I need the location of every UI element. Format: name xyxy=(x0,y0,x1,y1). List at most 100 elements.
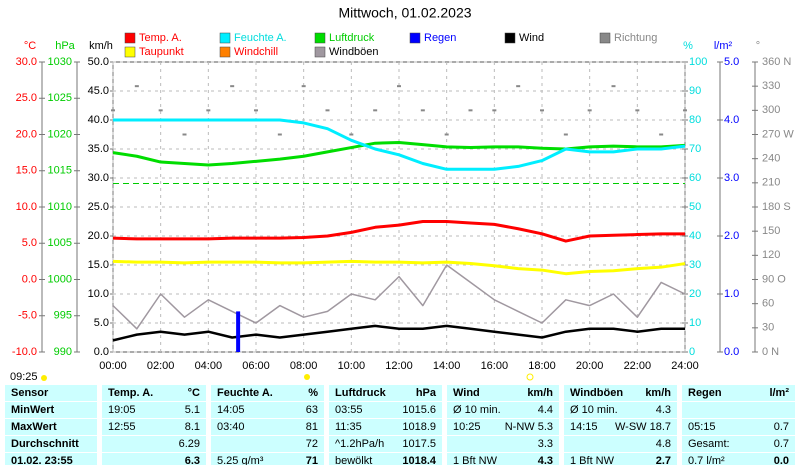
table-cell: 14:05 63 xyxy=(211,402,324,418)
direction-point xyxy=(111,109,115,112)
cell-text: Regen xyxy=(688,387,722,399)
direction-point xyxy=(420,109,425,112)
y-tick-label: 5.0 xyxy=(94,317,109,329)
direction-point xyxy=(492,109,497,112)
direction-point xyxy=(563,133,568,136)
x-tick-label: 24:00 xyxy=(671,360,699,372)
y-tick-label: 0.0 xyxy=(724,346,739,358)
y-tick-label: 0.0 xyxy=(94,346,109,358)
direction-point xyxy=(182,133,187,136)
cell-text: 03:55 xyxy=(335,404,363,416)
table-cell: Sensor xyxy=(5,385,97,401)
y-tick-label: -5.0 xyxy=(18,310,37,322)
y-tick-label: 0.0 xyxy=(22,273,37,285)
y-tick-label: 60 xyxy=(689,172,701,184)
x-tick-label: 14:00 xyxy=(433,360,461,372)
direction-point xyxy=(468,109,473,112)
y-tick-label: 360 N xyxy=(762,56,791,68)
direction-point xyxy=(254,109,258,112)
cell-text: 10:25 xyxy=(453,421,481,433)
chart: Mittwoch, 01.02.2023 09:25 °C 30.0 25.0 20.… xyxy=(10,5,794,383)
legend-label: Taupunkt xyxy=(139,46,184,58)
direction-point xyxy=(444,133,449,136)
cell-text: 0.7 xyxy=(773,421,789,433)
table-cell: 01.02. 23:55 xyxy=(5,453,97,465)
table-cell: 72 xyxy=(211,436,324,452)
series-line xyxy=(112,324,685,342)
table-cell: 5.25 g/m³ 71 xyxy=(211,453,324,465)
y-tick-label: 5.0 xyxy=(22,237,37,249)
table-cell: Wind km/h xyxy=(447,385,559,401)
cell-text: 6.29 xyxy=(178,438,200,450)
table-cell xyxy=(682,402,795,418)
y-tick-label: 90 xyxy=(689,85,701,97)
direction-point xyxy=(349,133,354,136)
y-tick-label: 0 N xyxy=(762,346,779,358)
cell-text: Wind xyxy=(453,387,480,399)
x-tick-label: 04:00 xyxy=(195,360,223,372)
table-cell: ^1.2hPa/h 1017.5 xyxy=(329,436,442,452)
direction-point xyxy=(134,85,139,88)
cell-text: 11:35 xyxy=(335,421,362,433)
y-tick-label: 20.0 xyxy=(16,128,37,140)
y-tick-label: 1005 xyxy=(48,237,72,249)
legend-swatch xyxy=(219,32,231,44)
axis-title: l/m² xyxy=(714,40,733,52)
table-cell: 05:15 0.7 xyxy=(682,419,795,435)
legend-swatch xyxy=(219,46,231,58)
cell-text: W-SW 18.7 xyxy=(614,421,671,433)
x-tick-label: 16:00 xyxy=(481,360,509,372)
table-cell: 12:55 8.1 xyxy=(102,419,206,435)
table-cell: 03:55 1015.6 xyxy=(329,402,442,418)
cell-text: 4.4 xyxy=(537,404,553,416)
table-cell: Temp. A. °C xyxy=(102,385,206,401)
table-cell: Luftdruck hPa xyxy=(329,385,442,401)
table-cell: 03:40 81 xyxy=(211,419,324,435)
direction-point xyxy=(516,85,521,88)
y-tick-label: 330 xyxy=(762,80,780,92)
y-tick-label: 30 xyxy=(689,259,701,271)
y-tick-label: -10.0 xyxy=(12,346,37,358)
y-tick-label: 4.0 xyxy=(724,114,739,126)
table-cell: 14:15 W-SW 18.7 xyxy=(564,419,677,435)
cell-text: 01.02. 23:55 xyxy=(11,455,73,465)
stats-table: Sensor Temp. A. °C Feuchte A.% Luftdruck hPa W… xyxy=(0,385,810,465)
y-tick-label: 1030 xyxy=(48,56,72,68)
cell-text: 4.8 xyxy=(655,438,671,450)
cell-text: Feuchte A. xyxy=(217,387,273,399)
y-tick-label: 45.0 xyxy=(88,85,109,97)
cell-text: 8.1 xyxy=(184,421,200,433)
y-tick-label: 70 xyxy=(689,143,701,155)
cell-text: 63 xyxy=(305,404,318,416)
y-tick-label: 3.0 xyxy=(724,172,739,184)
table-cell: Gesamt: 0.7 xyxy=(682,436,795,452)
cell-text: 0.7 l/m² xyxy=(688,455,725,465)
y-tick-label: 60 xyxy=(762,298,774,310)
axis-title: ° xyxy=(756,40,760,52)
cell-text: 5.25 g/m³ xyxy=(217,455,264,465)
legend-label: Regen xyxy=(424,32,456,44)
cell-text: Durchschnitt xyxy=(11,438,79,450)
cell-text: Windböen xyxy=(570,387,624,399)
legend-label: Richtung xyxy=(614,32,657,44)
table-row: MaxWert 12:55 8.1 03:40 81 11:35 1018.9 10:25 N-… xyxy=(0,419,810,435)
cell-text: °C xyxy=(187,387,200,399)
sun-icon xyxy=(41,375,47,381)
direction-point xyxy=(635,109,640,112)
direction-point xyxy=(230,85,235,88)
y-tick-label: 1.0 xyxy=(724,288,739,300)
y-tick-label: 5.0 xyxy=(724,56,739,68)
direction-point xyxy=(301,85,306,88)
cell-text: 03:40 xyxy=(217,421,245,433)
table-cell: 6.29 xyxy=(102,436,206,452)
cell-text: 1017.5 xyxy=(402,438,436,450)
y-tick-label: 100 xyxy=(689,56,707,68)
x-tick-label: 22:00 xyxy=(624,360,652,372)
x-tick-label: 20:00 xyxy=(576,360,604,372)
y-tick-label: 20 xyxy=(689,288,701,300)
table-cell: MaxWert xyxy=(5,419,97,435)
y-tick-label: 40.0 xyxy=(88,114,109,126)
cell-text: 81 xyxy=(305,421,318,433)
legend-swatch xyxy=(314,46,326,58)
y-tick-label: 10.0 xyxy=(88,288,109,300)
